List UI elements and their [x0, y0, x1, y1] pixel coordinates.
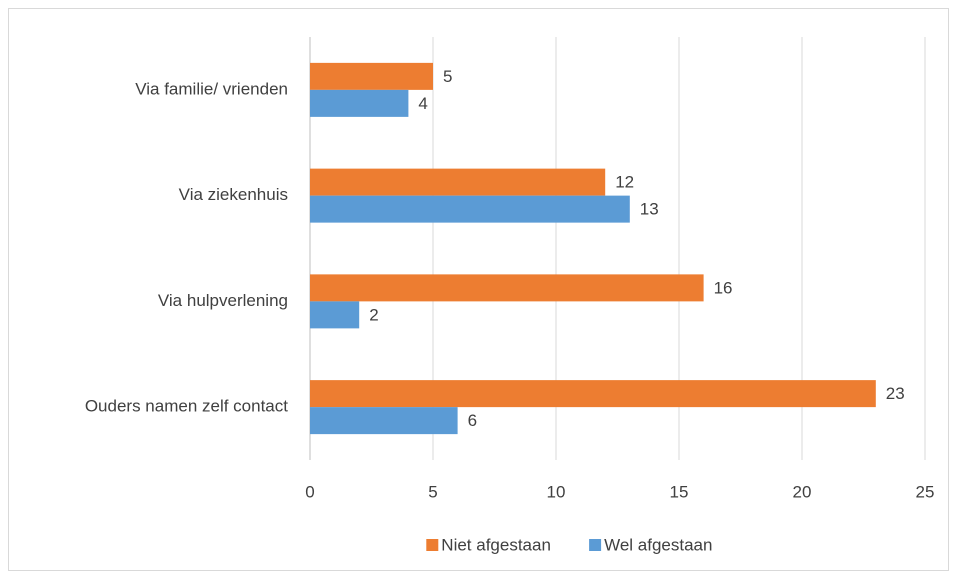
- bar: [310, 195, 630, 223]
- x-tick-label: 25: [916, 482, 935, 501]
- data-label: 13: [640, 200, 659, 219]
- bar: [310, 380, 876, 408]
- data-label: 5: [443, 67, 452, 86]
- data-label: 2: [369, 305, 378, 324]
- x-tick-label: 5: [428, 482, 437, 501]
- legend-label: Wel afgestaan: [604, 535, 712, 554]
- y-tick-label: Via ziekenhuis: [179, 185, 288, 204]
- x-tick-label: 20: [793, 482, 812, 501]
- bar: [310, 89, 409, 117]
- data-label: 6: [468, 411, 477, 430]
- y-tick-label: Via familie/ vrienden: [135, 79, 288, 98]
- legend-swatch: [589, 539, 602, 551]
- x-tick-label: 0: [305, 482, 314, 501]
- bar: [310, 301, 360, 329]
- bar: [310, 62, 433, 90]
- bar: [310, 168, 606, 196]
- data-label: 23: [886, 384, 905, 403]
- bar: [310, 274, 704, 302]
- data-label: 4: [418, 94, 427, 113]
- legend-swatch: [426, 539, 439, 551]
- x-tick-label: 10: [547, 482, 566, 501]
- bar: [310, 407, 458, 435]
- x-tick-label: 15: [670, 482, 689, 501]
- legend-label: Niet afgestaan: [441, 535, 551, 554]
- data-label: 12: [615, 173, 634, 192]
- y-tick-label: Via hulpverlening: [158, 291, 288, 310]
- y-tick-label: Ouders namen zelf contact: [85, 397, 288, 416]
- data-label: 16: [714, 278, 733, 297]
